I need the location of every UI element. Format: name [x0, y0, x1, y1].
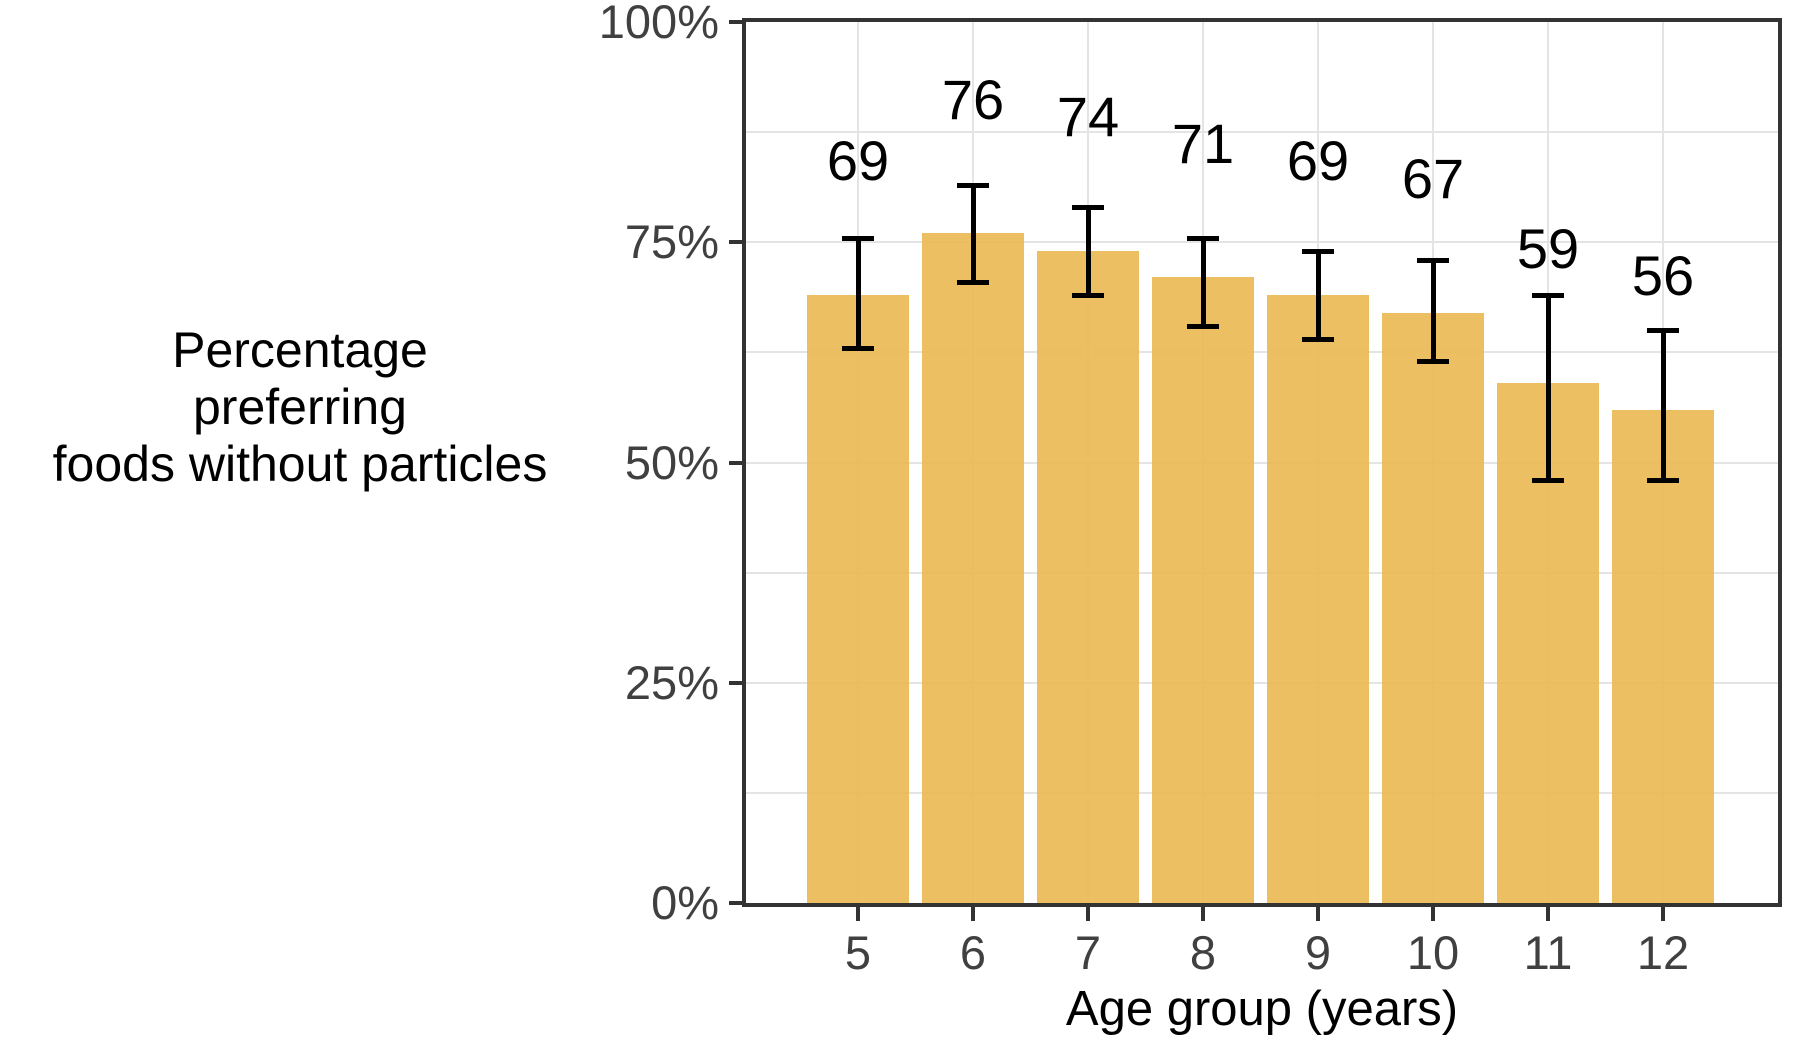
error-bar-line-age-9 [1316, 251, 1321, 339]
error-bar-cap-top-age-8 [1187, 236, 1219, 241]
x-tick-label: 5 [844, 926, 872, 979]
error-bar-line-age-7 [1086, 207, 1091, 295]
gridline-horizontal [746, 131, 1778, 133]
bar-value-label-age-8: 71 [1171, 112, 1235, 175]
error-bar-cap-bottom-age-11 [1532, 478, 1564, 483]
error-bar-line-age-12 [1661, 330, 1666, 480]
x-tick-mark [1661, 907, 1665, 921]
x-tick-mark [1086, 907, 1090, 921]
error-bar-cap-bottom-age-10 [1417, 359, 1449, 364]
error-bar-cap-bottom-age-7 [1072, 293, 1104, 298]
x-axis-title: Age group (years) [1065, 982, 1459, 1036]
error-bar-cap-bottom-age-9 [1302, 337, 1334, 342]
gridline-horizontal [746, 462, 1778, 464]
bar-age-10 [1382, 313, 1484, 903]
error-bar-cap-top-age-5 [842, 236, 874, 241]
x-tick-mark [1201, 907, 1205, 921]
gridline-horizontal [746, 682, 1778, 684]
x-tick-label: 12 [1636, 926, 1690, 979]
y-tick-label: 100% [598, 0, 719, 48]
x-tick-label: 11 [1523, 926, 1573, 979]
bar-value-label-age-9: 69 [1286, 129, 1350, 192]
bar-value-label-age-7: 74 [1056, 85, 1120, 148]
error-bar-cap-top-age-9 [1302, 249, 1334, 254]
y-tick-label: 50% [624, 436, 719, 489]
error-bar-cap-top-age-6 [957, 183, 989, 188]
y-tick-mark [729, 20, 743, 24]
x-tick-mark [1431, 907, 1435, 921]
error-bar-cap-bottom-age-5 [842, 346, 874, 351]
bar-age-8 [1152, 277, 1254, 903]
error-bar-line-age-6 [971, 185, 976, 282]
error-bar-line-age-8 [1201, 238, 1206, 326]
error-bar-cap-bottom-age-6 [957, 280, 989, 285]
bar-age-6 [922, 233, 1024, 903]
bar-age-12 [1612, 410, 1714, 903]
y-tick-mark [729, 461, 743, 465]
error-bar-line-age-11 [1546, 295, 1551, 480]
y-tick-mark [729, 240, 743, 244]
error-bar-cap-top-age-11 [1532, 293, 1564, 298]
x-tick-mark [971, 907, 975, 921]
x-tick-mark [1316, 907, 1320, 921]
y-axis-title: Percentage preferring foods without part… [52, 322, 548, 492]
error-bar-cap-top-age-7 [1072, 205, 1104, 210]
error-bar-line-age-10 [1431, 260, 1436, 361]
bar-age-7 [1037, 251, 1139, 903]
error-bar-cap-bottom-age-8 [1187, 324, 1219, 329]
plot-panel: 69 76 74 71 69 67 59 56 [742, 18, 1782, 907]
gridline-horizontal [746, 351, 1778, 353]
bar-age-5 [807, 295, 909, 903]
y-tick-mark [729, 681, 743, 685]
x-tick-mark [856, 907, 860, 921]
gridline-horizontal [746, 792, 1778, 794]
x-tick-label: 8 [1189, 926, 1217, 979]
y-tick-label: 0% [651, 876, 719, 929]
y-tick-label: 25% [624, 656, 719, 709]
error-bar-cap-top-age-12 [1647, 328, 1679, 333]
gridline-horizontal [746, 572, 1778, 574]
y-tick-label: 75% [624, 215, 719, 268]
x-tick-label: 9 [1304, 926, 1332, 979]
x-tick-label: 7 [1074, 926, 1102, 979]
bar-value-label-age-11: 59 [1516, 217, 1580, 280]
bar-value-label-age-10: 67 [1401, 147, 1465, 210]
bar-value-label-age-5: 69 [826, 129, 890, 192]
bar-value-label-age-6: 76 [941, 68, 1005, 131]
bar-value-label-age-12: 56 [1631, 244, 1695, 307]
x-tick-mark [1546, 907, 1550, 921]
x-tick-label: 6 [959, 926, 987, 979]
error-bar-cap-top-age-10 [1417, 258, 1449, 263]
error-bar-line-age-5 [856, 238, 861, 348]
error-bar-cap-bottom-age-12 [1647, 478, 1679, 483]
gridline-horizontal [746, 241, 1778, 243]
y-tick-mark [729, 901, 743, 905]
bar-age-9 [1267, 295, 1369, 903]
x-tick-label: 10 [1406, 926, 1460, 979]
